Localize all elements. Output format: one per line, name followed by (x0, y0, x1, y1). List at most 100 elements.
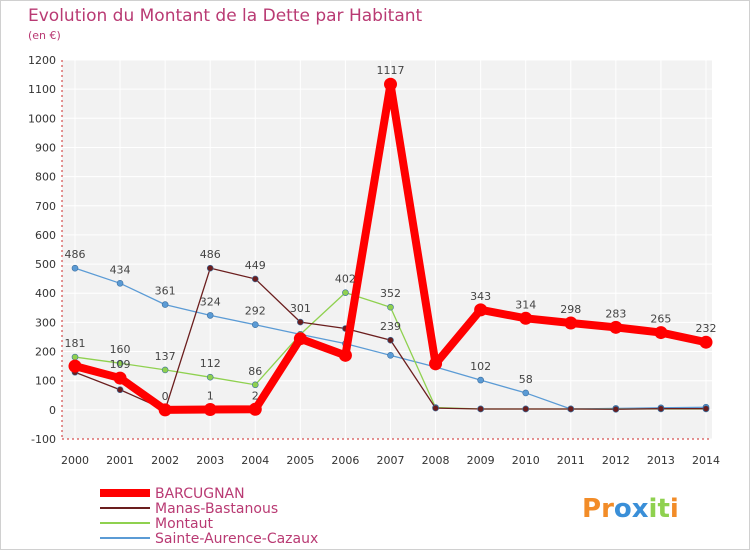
logo-letter: i (649, 494, 658, 524)
data-label: 298 (560, 303, 581, 316)
y-tick-label: 1100 (28, 83, 56, 96)
data-point (71, 353, 79, 361)
data-label: 86 (248, 365, 262, 378)
data-point (477, 405, 484, 413)
data-label: 109 (110, 358, 131, 371)
data-point (338, 348, 352, 362)
y-tick-label: 400 (35, 287, 56, 300)
data-point (654, 326, 668, 340)
x-tick-label: 2011 (557, 454, 585, 467)
data-label: 160 (110, 343, 131, 356)
x-tick-label: 2009 (467, 454, 495, 467)
data-label: 137 (155, 350, 176, 363)
data-label: 283 (605, 307, 626, 320)
x-tick-label: 2013 (647, 454, 675, 467)
data-point (158, 403, 172, 417)
x-tick-label: 2001 (106, 454, 134, 467)
data-point (474, 303, 488, 317)
logo-letter: x (632, 494, 649, 524)
y-tick-label: 100 (35, 375, 56, 388)
logo-letter: i (670, 494, 679, 524)
data-label: 1 (207, 390, 214, 403)
data-label: 434 (110, 263, 131, 276)
legend: BARCUGNANManas-BastanousMontautSainte-Au… (100, 486, 318, 547)
data-point (206, 373, 214, 381)
logo-letter: t (657, 494, 669, 524)
data-label: 301 (290, 302, 311, 315)
data-point (384, 77, 397, 91)
y-axis: -100 0 100 200 300 400 500 600 700 800 900 1000 1100… (28, 54, 63, 446)
y-tick-label: 1200 (28, 54, 56, 67)
y-tick-label: 1000 (28, 112, 56, 125)
x-tick-label: 2014 (692, 454, 720, 467)
data-point (206, 312, 214, 319)
legend-label: Manas-Bastanous (155, 501, 278, 517)
data-point (116, 386, 124, 394)
data-point (387, 303, 394, 311)
y-tick-label: 300 (35, 316, 56, 329)
y-tick-label: 600 (35, 229, 56, 242)
data-point (609, 320, 623, 334)
data-point (116, 280, 124, 287)
x-tick-label: 2005 (286, 454, 314, 467)
data-point (657, 405, 665, 412)
x-axis: 2000 2001 2002 2003 2004 2005 2006 2007 2008 2009… (61, 438, 720, 467)
logo-letter: r (601, 494, 614, 524)
data-point (387, 336, 394, 344)
x-tick-label: 2003 (196, 454, 224, 467)
data-label: 2 (252, 389, 259, 402)
data-point (519, 311, 533, 325)
legend-label: Montaut (155, 516, 213, 532)
data-label: 232 (696, 322, 717, 335)
data-point (251, 275, 259, 283)
y-tick-label: 900 (35, 141, 56, 154)
data-label: 343 (470, 290, 491, 303)
data-label: 292 (245, 305, 266, 318)
x-tick-label: 2008 (422, 454, 450, 467)
data-label: 102 (470, 360, 491, 373)
data-label: 352 (380, 287, 401, 300)
y-tick-label: 500 (35, 258, 56, 271)
data-point (522, 405, 530, 413)
data-point (477, 376, 484, 384)
y-tick-label: 0 (49, 404, 56, 417)
y-tick-label: 800 (35, 171, 56, 184)
data-point (251, 381, 259, 389)
data-point (522, 389, 530, 397)
data-point (564, 316, 578, 330)
data-point (68, 359, 82, 373)
y-tick-label: 200 (35, 346, 56, 359)
data-point (251, 321, 259, 329)
x-tick-label: 2007 (377, 454, 405, 467)
data-point (699, 335, 713, 349)
data-point (387, 352, 394, 359)
x-tick-label: 2006 (331, 454, 359, 467)
data-point (429, 357, 443, 371)
data-point (113, 371, 127, 385)
data-label: 314 (515, 298, 536, 311)
x-tick-label: 2010 (512, 454, 540, 467)
y-tick-label: -100 (31, 433, 56, 446)
chart-title: Evolution du Montant de la Dette par Hab… (28, 6, 423, 26)
x-tick-label: 2004 (241, 454, 269, 467)
data-point (71, 264, 79, 272)
data-label: 361 (155, 285, 176, 298)
data-label: 239 (380, 320, 401, 333)
data-point (567, 405, 575, 413)
data-point (612, 405, 620, 413)
proxiti-logo: Proxiti (582, 494, 679, 524)
data-point (203, 403, 217, 417)
data-label: 1117 (377, 64, 405, 77)
data-label: 486 (65, 248, 86, 261)
data-point (293, 332, 307, 346)
data-label: 449 (245, 259, 266, 272)
data-label: 486 (200, 248, 221, 261)
grid (62, 59, 712, 440)
logo-letter: P (582, 494, 601, 524)
data-point (342, 289, 349, 296)
x-tick-label: 2012 (602, 454, 630, 467)
data-label: 265 (650, 313, 671, 326)
